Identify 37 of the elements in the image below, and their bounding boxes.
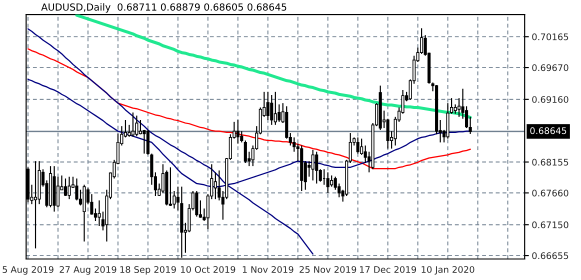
y-tick-label: 0.67660 [532, 190, 568, 196]
y-tick-label: 0.66655 [532, 252, 568, 260]
candlestick [311, 149, 314, 181]
y-tick-label: 0.69670 [532, 64, 568, 72]
candlestick [360, 138, 364, 156]
candlestick [292, 136, 296, 152]
chart-title: AUDUSD,Daily 0.68711 0.68879 0.68605 0.68645 [41, 3, 286, 13]
x-tick-label: 18 Sep 2019 [120, 266, 176, 275]
candlestick [138, 119, 142, 135]
candlestick [68, 176, 71, 200]
x-tick-label: 10 Oct 2019 [181, 266, 236, 273]
ref-line-label: 0.68645 [530, 127, 566, 134]
candlestick [34, 160, 38, 249]
candlestick [98, 200, 101, 227]
x-tick-label: 27 Aug 2019 [60, 266, 116, 275]
candlestick [214, 172, 217, 200]
x-tick-label: 10 Jan 2020 [422, 266, 474, 275]
candlestick [135, 115, 138, 137]
x-tick-label: 1 Nov 2019 [242, 266, 294, 273]
y-tick-label: 0.67150 [532, 221, 568, 228]
candlestick [168, 166, 172, 207]
candlestick [195, 190, 198, 218]
y-tick-label: 0.68155 [532, 158, 568, 166]
x-tick-label: 17 Dec 2019 [360, 266, 416, 273]
x-tick-label: 5 Aug 2019 [2, 266, 54, 275]
y-tick-label: 0.69160 [532, 96, 568, 103]
candlestick [315, 151, 318, 184]
candlestick [64, 178, 68, 197]
candlestick [270, 94, 274, 126]
candlestick [218, 170, 221, 201]
candlestick [131, 112, 135, 138]
candlestick [274, 91, 277, 126]
y-tick-label: 0.70165 [532, 33, 568, 40]
candlestick [330, 174, 334, 188]
line-series [27, 48, 471, 170]
candlestick [244, 140, 247, 164]
x-tick-label: 25 Nov 2019 [300, 266, 356, 273]
